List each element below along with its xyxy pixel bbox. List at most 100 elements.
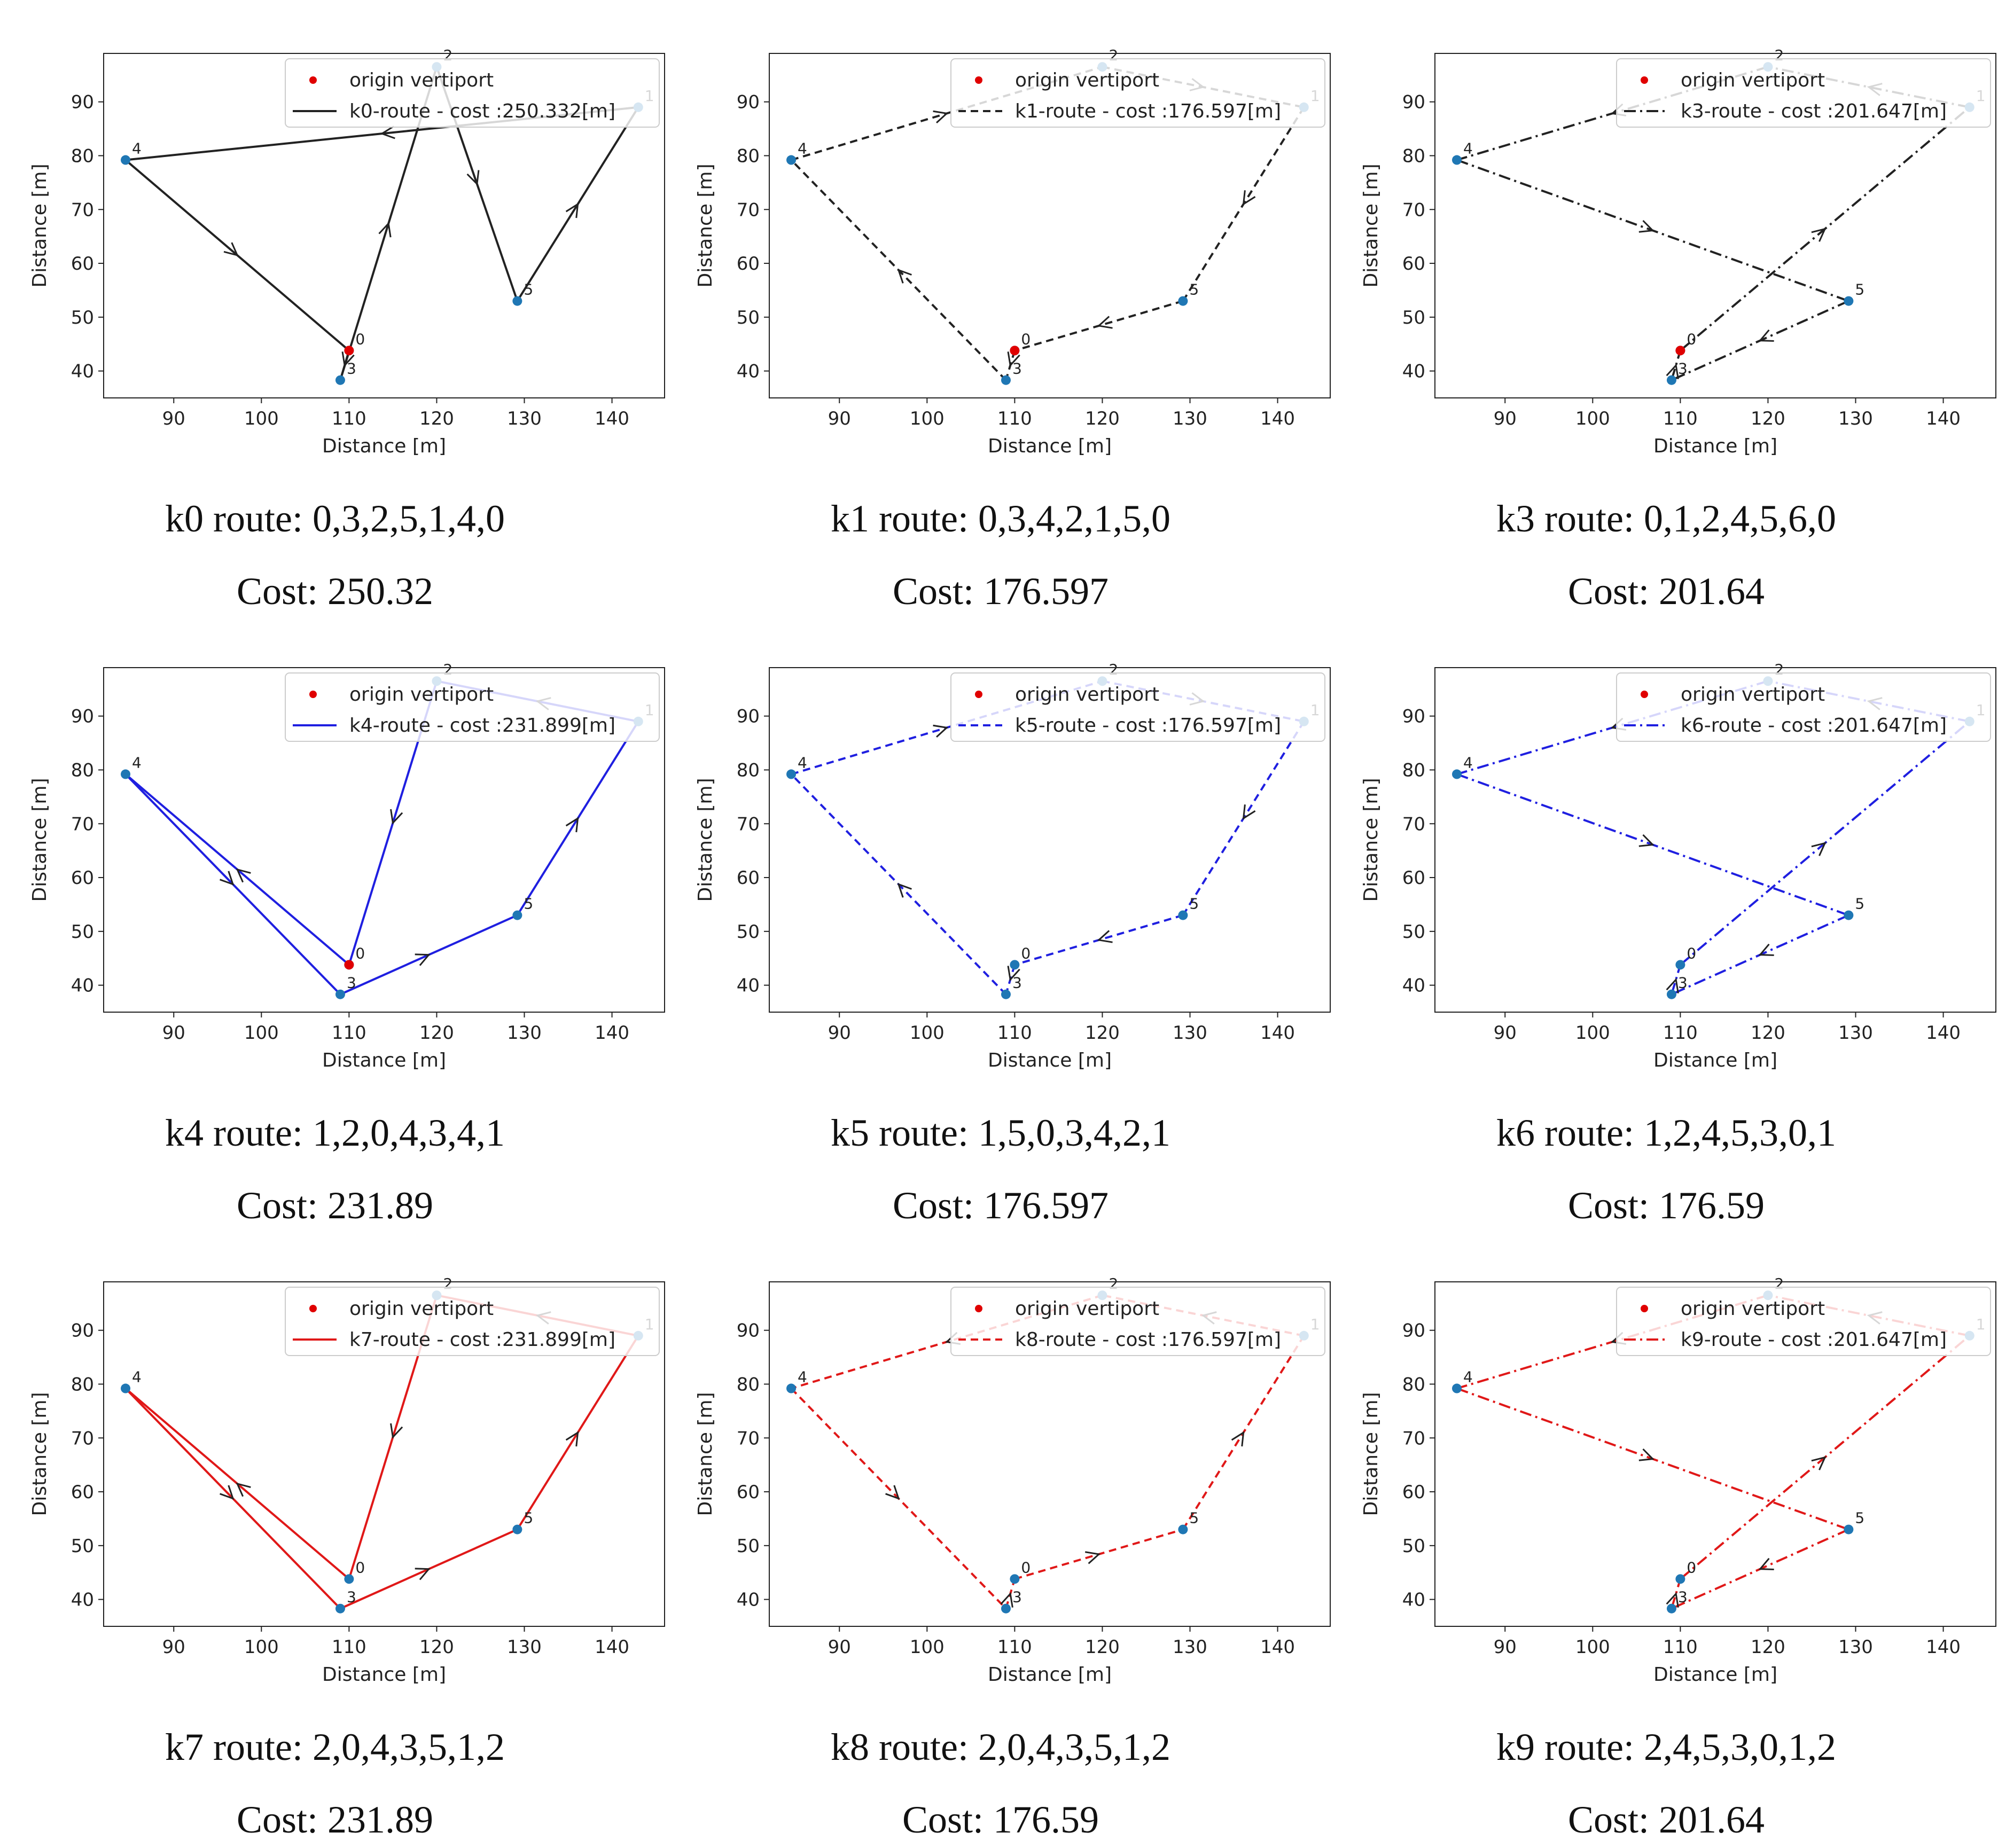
y-tick-label: 40 bbox=[1402, 1589, 1425, 1611]
x-tick-label: 100 bbox=[244, 1022, 279, 1044]
node-marker bbox=[1010, 960, 1020, 970]
y-tick-label: 80 bbox=[737, 1374, 760, 1395]
x-tick-label: 130 bbox=[1173, 408, 1207, 429]
cost-caption: Cost: 201.64 bbox=[1567, 570, 1765, 613]
origin-marker bbox=[344, 960, 354, 970]
node-marker bbox=[786, 155, 797, 165]
node-label: 5 bbox=[1855, 281, 1864, 299]
node-marker bbox=[344, 1574, 354, 1584]
node-marker bbox=[1178, 910, 1188, 920]
legend: origin vertiport k1-route - cost :176.597… bbox=[950, 58, 1325, 128]
y-tick-label: 70 bbox=[71, 199, 94, 221]
legend: origin vertiport k4-route - cost :231.899… bbox=[285, 672, 660, 742]
y-tick-label: 80 bbox=[737, 759, 760, 781]
y-tick-label: 40 bbox=[1402, 975, 1425, 997]
legend-origin-label: origin vertiport bbox=[1015, 1298, 1159, 1320]
x-tick-label: 120 bbox=[1085, 1022, 1120, 1044]
legend-box bbox=[950, 672, 1325, 742]
x-axis-label: Distance [m] bbox=[1653, 435, 1777, 457]
y-tick-label: 70 bbox=[71, 1428, 94, 1449]
route-caption: k3 route: 0,1,2,4,5,6,0 bbox=[1496, 497, 1836, 540]
x-tick-label: 130 bbox=[1173, 1636, 1207, 1658]
y-axis-label: Distance [m] bbox=[29, 163, 51, 287]
legend-box bbox=[285, 58, 660, 128]
legend-series-label: k6-route - cost :201.647[m] bbox=[1681, 715, 1947, 737]
x-axis-label: Distance [m] bbox=[1653, 1664, 1777, 1686]
node-label: 0 bbox=[355, 944, 365, 962]
origin-marker bbox=[344, 346, 354, 356]
x-tick-label: 130 bbox=[507, 408, 542, 429]
legend-origin-marker bbox=[975, 1305, 982, 1312]
node-marker bbox=[1178, 1524, 1188, 1534]
chart-panel-k0: 90 100 110 120 130 140 40 50 60 70 80 90 Distance [m… bbox=[2, 5, 668, 620]
x-tick-label: 120 bbox=[419, 1636, 454, 1658]
legend-origin-marker bbox=[1641, 76, 1648, 84]
legend-series-label: k4-route - cost :231.899[m] bbox=[349, 715, 615, 737]
legend-origin-marker bbox=[975, 691, 982, 698]
node-marker bbox=[1001, 1603, 1011, 1614]
node-label: 3 bbox=[1012, 1588, 1022, 1606]
route-direction-arrow bbox=[466, 170, 480, 186]
y-tick-label: 80 bbox=[1402, 1374, 1425, 1395]
route-direction-arrow bbox=[1084, 1551, 1101, 1564]
y-tick-label: 70 bbox=[71, 813, 94, 835]
node-marker bbox=[1844, 296, 1854, 306]
y-tick-label: 90 bbox=[71, 92, 94, 113]
y-tick-label: 90 bbox=[1402, 92, 1425, 113]
node-marker bbox=[786, 769, 797, 779]
node-marker bbox=[1844, 910, 1854, 920]
x-tick-label: 140 bbox=[1260, 408, 1295, 429]
y-tick-label: 80 bbox=[1402, 145, 1425, 167]
x-tick-label: 110 bbox=[1663, 408, 1698, 429]
y-tick-label: 70 bbox=[1402, 1428, 1425, 1449]
x-tick-label: 90 bbox=[162, 1636, 185, 1658]
axes-frame bbox=[1434, 1281, 1996, 1627]
node-label: 4 bbox=[1463, 754, 1473, 772]
x-tick-label: 140 bbox=[1926, 1636, 1961, 1658]
legend-series-label: k9-route - cost :201.647[m] bbox=[1681, 1329, 1947, 1351]
node-marker bbox=[512, 910, 522, 920]
route-segment bbox=[1671, 964, 1682, 995]
node-label: 0 bbox=[1687, 330, 1696, 348]
node-label: 4 bbox=[798, 140, 807, 158]
route-direction-arrow bbox=[1242, 190, 1256, 206]
x-tick-label: 130 bbox=[507, 1022, 542, 1044]
y-tick-label: 70 bbox=[737, 813, 760, 835]
route-direction-arrow bbox=[897, 883, 912, 898]
node-marker bbox=[1452, 1383, 1462, 1393]
legend-series-label: k8-route - cost :176.597[m] bbox=[1015, 1329, 1281, 1351]
x-tick-label: 130 bbox=[1838, 1636, 1873, 1658]
x-tick-label: 130 bbox=[1173, 1022, 1207, 1044]
chart-panel-k9: 90 100 110 120 130 140 40 50 60 70 80 90 Distance [m… bbox=[1333, 1234, 1998, 1848]
y-axis-label: Distance [m] bbox=[694, 163, 716, 287]
x-tick-label: 130 bbox=[1838, 408, 1873, 429]
route-direction-arrow bbox=[236, 868, 251, 883]
origin-marker bbox=[1010, 346, 1020, 356]
y-tick-label: 40 bbox=[737, 975, 760, 997]
y-tick-label: 80 bbox=[1402, 759, 1425, 781]
y-tick-label: 90 bbox=[71, 1320, 94, 1342]
route-caption: k8 route: 2,0,4,3,5,1,2 bbox=[831, 1726, 1170, 1768]
legend-origin-marker bbox=[975, 76, 982, 84]
x-axis-label: Distance [m] bbox=[988, 1664, 1112, 1686]
node-label: 5 bbox=[1189, 1509, 1199, 1527]
x-tick-label: 140 bbox=[595, 1022, 629, 1044]
y-tick-label: 60 bbox=[71, 253, 94, 275]
legend-origin-label: origin vertiport bbox=[349, 684, 494, 706]
node-label: 3 bbox=[347, 1588, 356, 1606]
x-tick-label: 90 bbox=[1494, 1022, 1517, 1044]
route-segment bbox=[1671, 350, 1682, 381]
y-tick-label: 50 bbox=[737, 1536, 760, 1557]
node-label: 0 bbox=[1021, 1559, 1031, 1576]
chart-panel-k4: 90 100 110 120 130 140 40 50 60 70 80 90 Distance [m… bbox=[2, 620, 668, 1234]
x-tick-label: 110 bbox=[332, 408, 366, 429]
route-direction-arrow bbox=[1666, 977, 1679, 993]
node-marker bbox=[1452, 769, 1462, 779]
y-axis-label: Distance [m] bbox=[1360, 163, 1382, 287]
node-marker bbox=[121, 769, 131, 779]
route-direction-arrow bbox=[378, 222, 392, 238]
node-marker bbox=[1666, 989, 1676, 999]
node-marker bbox=[335, 375, 345, 385]
